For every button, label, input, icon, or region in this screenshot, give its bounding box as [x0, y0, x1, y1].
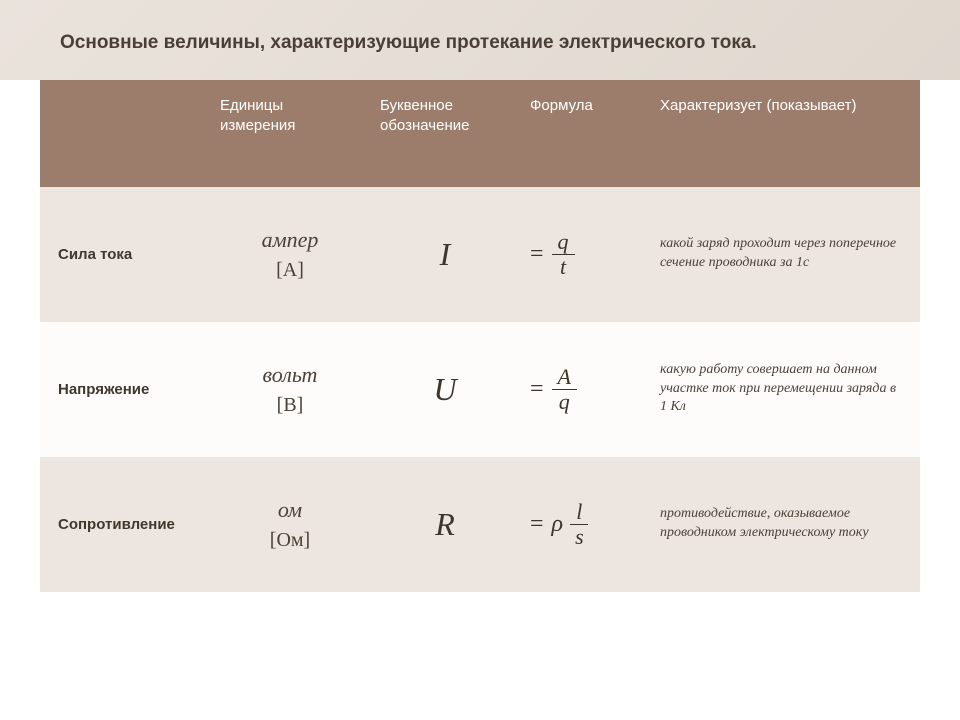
- unit-name: вольт: [263, 362, 318, 388]
- table-row: Напряжение вольт [В] U = A q какую работ…: [40, 322, 920, 457]
- description-cell: противодействие, оказываемое проводником…: [650, 457, 920, 592]
- row-name-cell: Сила тока: [40, 187, 210, 322]
- symbol: R: [435, 506, 455, 543]
- header-col-3: Формула: [520, 80, 650, 187]
- header-col-1: Единицы измерения: [210, 80, 370, 187]
- row-name: Сила тока: [58, 246, 132, 263]
- symbol-cell: U: [370, 322, 520, 457]
- description: противодействие, оказываемое проводником…: [660, 505, 902, 543]
- row-name: Напряжение: [58, 381, 149, 398]
- symbol-cell: I: [370, 187, 520, 322]
- formula: = A q: [530, 366, 577, 413]
- table-row: Сила тока ампер [А] I = q t какой заряд …: [40, 187, 920, 322]
- row-name-cell: Напряжение: [40, 322, 210, 457]
- unit-name: ом: [278, 497, 302, 523]
- formula: = q t: [530, 231, 575, 278]
- page-title: Основные величины, характеризующие проте…: [60, 32, 920, 54]
- header-col-0: [40, 80, 210, 187]
- description-cell: какой заряд проходит через поперечное се…: [650, 187, 920, 322]
- header-col-2: Буквенное обозначение: [370, 80, 520, 187]
- unit-cell: ом [Ом]: [210, 457, 370, 592]
- row-name: Сопротивление: [58, 516, 175, 533]
- header-col-4: Характеризует (показывает): [650, 80, 920, 187]
- description: какую работу совершает на данном участке…: [660, 361, 902, 418]
- symbol: U: [433, 371, 456, 408]
- unit-cell: вольт [В]: [210, 322, 370, 457]
- unit-symbol: [А]: [276, 259, 304, 282]
- formula-cell: = ρ l s: [520, 457, 650, 592]
- fraction: l s: [569, 501, 590, 548]
- quantities-table: Единицы измерения Буквенное обозначение …: [40, 80, 920, 592]
- unit-symbol: [В]: [277, 394, 304, 417]
- table-row: Сопротивление ом [Ом] R = ρ l s противод…: [40, 457, 920, 592]
- unit-cell: ампер [А]: [210, 187, 370, 322]
- row-name-cell: Сопротивление: [40, 457, 210, 592]
- fraction: A q: [552, 366, 577, 413]
- fraction: q t: [552, 231, 575, 278]
- symbol: I: [440, 236, 451, 273]
- unit-name: ампер: [262, 227, 319, 253]
- table-header-row: Единицы измерения Буквенное обозначение …: [40, 80, 920, 187]
- description: какой заряд проходит через поперечное се…: [660, 235, 902, 273]
- symbol-cell: R: [370, 457, 520, 592]
- formula-cell: = q t: [520, 187, 650, 322]
- description-cell: какую работу совершает на данном участке…: [650, 322, 920, 457]
- formula: = ρ l s: [530, 501, 590, 548]
- unit-symbol: [Ом]: [270, 529, 310, 552]
- formula-cell: = A q: [520, 322, 650, 457]
